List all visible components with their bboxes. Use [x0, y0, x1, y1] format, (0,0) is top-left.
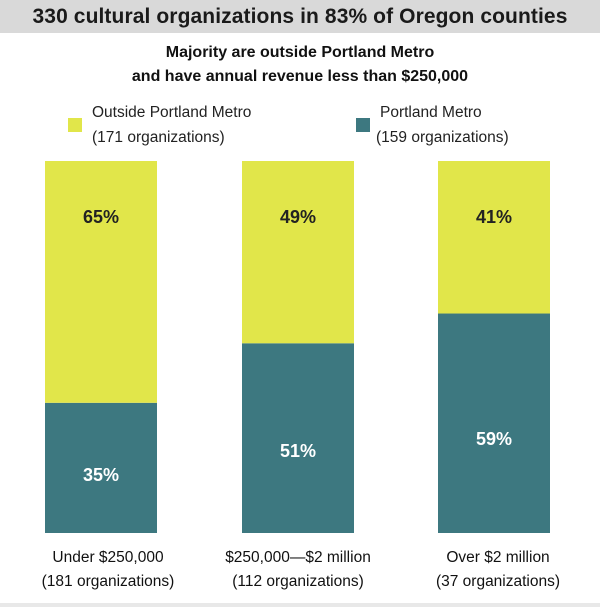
category-label-2: Over $2 million (37 organizations) — [403, 546, 593, 594]
category-name-2: Over $2 million — [446, 549, 550, 566]
bar-segment-outside-metro-1 — [242, 161, 354, 344]
legend-detail-outside-metro: (171 organizations) — [92, 129, 225, 146]
bar-value-label-portland-metro-1: 51% — [280, 441, 316, 461]
bar-segment-portland-metro-2 — [438, 313, 550, 533]
legend-label-portland-metro: Portland Metro — [380, 104, 482, 121]
bar-value-label-outside-metro-1: 49% — [280, 207, 316, 227]
chart-subtitle-line2: and have annual revenue less than $250,0… — [131, 68, 469, 85]
chart-title: 330 cultural organizations in 83% of Ore… — [32, 5, 568, 28]
category-detail-2: (37 organizations) — [435, 573, 561, 590]
category-detail-0: (181 organizations) — [41, 573, 175, 590]
bar-segment-outside-metro-0 — [45, 161, 157, 403]
bar-value-label-portland-metro-0: 35% — [83, 465, 119, 485]
category-name-0: Under $250,000 — [52, 549, 164, 566]
bar-value-label-outside-metro-2: 41% — [476, 207, 512, 227]
chart-subtitle-line1: Majority are outside Portland Metro — [165, 44, 435, 61]
bar-value-label-portland-metro-2: 59% — [476, 429, 512, 449]
bar-segment-outside-metro-2 — [438, 161, 550, 314]
category-label-0: Under $250,000 (181 organizations) — [13, 546, 203, 594]
category-name-1: $250,000—$2 million — [225, 549, 371, 566]
bar-value-label-outside-metro-0: 65% — [83, 207, 119, 227]
legend-label-outside-metro: Outside Portland Metro — [92, 104, 252, 121]
category-label-1: $250,000—$2 million (112 organizations) — [203, 546, 393, 594]
title-bar — [0, 0, 600, 33]
category-detail-1: (112 organizations) — [232, 573, 364, 590]
bar-segment-portland-metro-0 — [45, 402, 157, 533]
legend-swatch-outside-metro — [68, 118, 82, 132]
legend-swatch-portland-metro — [356, 118, 370, 132]
bottom-rule — [0, 603, 600, 607]
legend-detail-portland-metro: (159 organizations) — [376, 129, 509, 146]
bar-segment-portland-metro-1 — [242, 343, 354, 533]
